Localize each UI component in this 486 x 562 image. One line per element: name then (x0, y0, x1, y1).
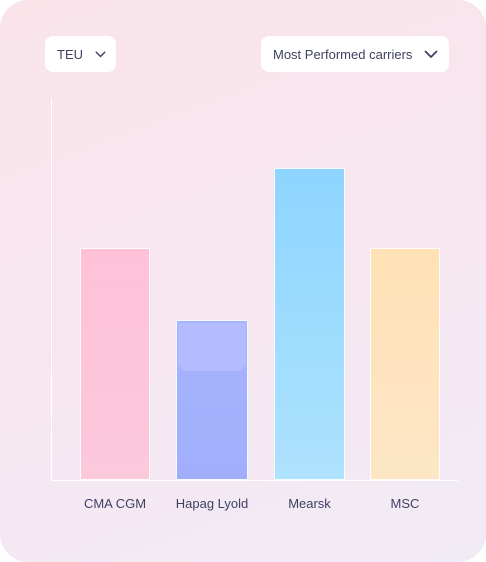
x-axis-line (51, 480, 458, 481)
bar-msc[interactable] (370, 248, 440, 480)
bar-hapag-lyold[interactable] (176, 320, 248, 480)
bar-mearsk[interactable] (274, 168, 345, 480)
unit-dropdown-value: TEU (57, 46, 83, 62)
bar-highlight (178, 323, 246, 371)
carrier-filter-value: Most Performed carriers (273, 46, 413, 62)
x-tick-label-msc: MSC (390, 496, 420, 511)
chevron-down-icon (425, 50, 438, 58)
x-tick-label-hapag-lyold: Hapag Lyold (175, 496, 249, 511)
unit-dropdown[interactable]: TEU (45, 36, 116, 72)
carrier-filter-dropdown[interactable]: Most Performed carriers (261, 36, 449, 72)
chevron-down-icon (95, 50, 106, 57)
x-tick-label-mearsk: Mearsk (288, 496, 331, 511)
x-tick-label-cma-cgm: CMA CGM (83, 496, 147, 511)
y-axis-line (51, 98, 52, 481)
bar-cma-cgm[interactable] (80, 248, 150, 480)
